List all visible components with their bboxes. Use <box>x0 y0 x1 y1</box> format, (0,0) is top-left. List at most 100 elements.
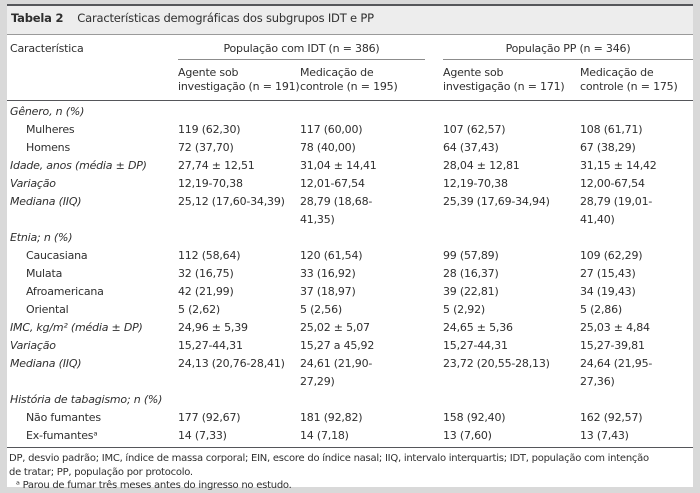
row-value: 24,65 ± 5,36 <box>443 321 513 334</box>
row-label: Mediana (IIQ) <box>10 195 82 208</box>
table-row: Afroamericana 42 (21,99) 37 (18,97) 39 (22,… <box>7 283 693 301</box>
row-label: Não fumantes <box>26 411 101 424</box>
row-value: 24,13 (20,76-28,41) <box>178 357 285 370</box>
row-label: Ex-fumantesᵃ <box>26 429 98 442</box>
column-header-pp-controle: Medicação de controle (n = 175) <box>580 66 678 93</box>
row-label: Mulheres <box>26 123 75 136</box>
row-value <box>580 229 693 247</box>
row-value: 162 (92,57) <box>580 411 643 424</box>
row-value: 158 (92,40) <box>443 411 506 424</box>
row-label: Oriental <box>26 303 69 316</box>
table-row: Caucasiana 112 (58,64) 120 (61,54) 99 (57,8… <box>7 247 693 265</box>
row-value <box>443 229 580 247</box>
row-value: 15,27-39,81 <box>580 339 645 352</box>
row-value: 15,27-44,31 <box>178 339 243 352</box>
table-row: Mediana (IIQ) 25,12 (17,60-34,39) 28,79 (1… <box>7 193 693 229</box>
row-value: 64 (37,43) <box>443 141 499 154</box>
row-value: 12,01-67,54 <box>300 177 365 190</box>
row-value <box>300 391 443 409</box>
row-value: 25,39 (17,69-34,94) <box>443 195 550 208</box>
row-value: 42 (21,99) <box>178 285 234 298</box>
table-footnotes: DP, desvio padrão; IMC, índice de massa … <box>7 447 693 493</box>
row-label: Gênero, n (%) <box>10 105 85 118</box>
table-row: Ex-fumantesᵃ 14 (7,33) 14 (7,18) 13 (7,60) 1… <box>7 427 693 445</box>
table-title-bar: Tabela 2 Características demográficas dos… <box>7 6 693 35</box>
table-row: Etnia; n (%) <box>7 229 693 247</box>
row-value: 23,72 (20,55-28,13) <box>443 357 550 370</box>
table-title: Características demográficas dos subgrup… <box>77 11 374 25</box>
row-value <box>443 103 580 121</box>
row-value: 177 (92,67) <box>178 411 241 424</box>
row-value: 12,19-70,38 <box>443 177 508 190</box>
row-label: Mediana (IIQ) <box>10 357 82 370</box>
row-label: Caucasiana <box>26 249 88 262</box>
row-value: 24,96 ± 5,39 <box>178 321 248 334</box>
row-value: 12,00-67,54 <box>580 177 645 190</box>
row-value <box>178 391 300 409</box>
row-value: 27 (15,43) <box>580 267 636 280</box>
group-header-idt: População com IDT (n = 386) <box>178 42 425 60</box>
table-row: Mulata 32 (16,75) 33 (16,92) 28 (16,37) 27 (… <box>7 265 693 283</box>
table-row: Variação 15,27-44,31 15,27 a 45,92 15,27-44… <box>7 337 693 355</box>
row-value: 14 (7,33) <box>178 429 227 442</box>
row-value: 67 (38,29) <box>580 141 636 154</box>
column-header-idt-agente: Agente sob investigação (n = 191) <box>178 66 300 93</box>
row-value: 24,64 (21,95- 27,36) <box>580 357 653 388</box>
row-value: 108 (61,71) <box>580 123 643 136</box>
table-header: Característica População com IDT (n = 38… <box>7 35 693 101</box>
row-value: 5 (2,56) <box>300 303 342 316</box>
table-number: Tabela 2 <box>11 11 64 25</box>
row-value <box>580 103 693 121</box>
row-value: 5 (2,86) <box>580 303 622 316</box>
table-row: Variação 12,19-70,38 12,01-67,54 12,19-70,3… <box>7 175 693 193</box>
row-value: 28,79 (18,68- 41,35) <box>300 195 373 226</box>
row-value: 112 (58,64) <box>178 249 241 262</box>
column-header-idt-controle: Medicação de controle (n = 195) <box>300 66 398 93</box>
table-body: Gênero, n (%) Mulheres 119 (62,30) 117 (60,… <box>7 101 693 445</box>
row-value: 119 (62,30) <box>178 123 241 136</box>
row-value: 33 (16,92) <box>300 267 356 280</box>
table-row: Mediana (IIQ) 24,13 (20,76-28,41) 24,61 (2… <box>7 355 693 391</box>
row-value: 34 (19,43) <box>580 285 636 298</box>
row-value: 31,04 ± 14,41 <box>300 159 377 172</box>
row-value: 28,79 (19,01- 41,40) <box>580 195 653 226</box>
row-value: 109 (62,29) <box>580 249 643 262</box>
row-label: Variação <box>10 177 56 190</box>
row-value <box>443 391 580 409</box>
table-row: Não fumantes 177 (92,67) 181 (92,82) 158 (9… <box>7 409 693 427</box>
group-header-pp: População PP (n = 346) <box>443 42 693 60</box>
row-value: 5 (2,92) <box>443 303 485 316</box>
row-value: 12,19-70,38 <box>178 177 243 190</box>
row-value <box>580 391 693 409</box>
table-row: Idade, anos (média ± DP) 27,74 ± 12,51 31,… <box>7 157 693 175</box>
row-label: Etnia; n (%) <box>10 231 73 244</box>
row-value: 27,74 ± 12,51 <box>178 159 255 172</box>
table-row: Mulheres 119 (62,30) 117 (60,00) 107 (62,57… <box>7 121 693 139</box>
column-header-pp-agente: Agente sob investigação (n = 171) <box>443 66 565 93</box>
row-label: Idade, anos (média ± DP) <box>10 159 147 172</box>
table-row: Gênero, n (%) <box>7 103 693 121</box>
table-row: História de tabagismo; n (%) <box>7 391 693 409</box>
row-value: 31,15 ± 14,42 <box>580 159 657 172</box>
row-value <box>178 103 300 121</box>
row-value: 28,04 ± 12,81 <box>443 159 520 172</box>
row-label: História de tabagismo; n (%) <box>10 393 163 406</box>
row-value: 25,02 ± 5,07 <box>300 321 370 334</box>
row-value: 14 (7,18) <box>300 429 349 442</box>
row-label: Mulata <box>26 267 63 280</box>
row-value: 15,27 a 45,92 <box>300 339 375 352</box>
row-value: 28 (16,37) <box>443 267 499 280</box>
row-value: 181 (92,82) <box>300 411 363 424</box>
table-row: Homens 72 (37,70) 78 (40,00) 64 (37,43) 67 (… <box>7 139 693 157</box>
table-row: IMC, kg/m² (média ± DP) 24,96 ± 5,39 25,02… <box>7 319 693 337</box>
footnote-a: ᵃ Parou de fumar três meses antes do ing… <box>16 480 292 491</box>
row-value: 13 (7,60) <box>443 429 492 442</box>
row-value <box>178 229 300 247</box>
table-panel: Tabela 2 Características demográficas dos… <box>7 4 693 491</box>
row-value: 99 (57,89) <box>443 249 499 262</box>
row-value: 25,12 (17,60-34,39) <box>178 195 285 208</box>
row-label: IMC, kg/m² (média ± DP) <box>10 321 143 334</box>
row-label: Homens <box>26 141 70 154</box>
row-value: 120 (61,54) <box>300 249 363 262</box>
row-value <box>300 229 443 247</box>
